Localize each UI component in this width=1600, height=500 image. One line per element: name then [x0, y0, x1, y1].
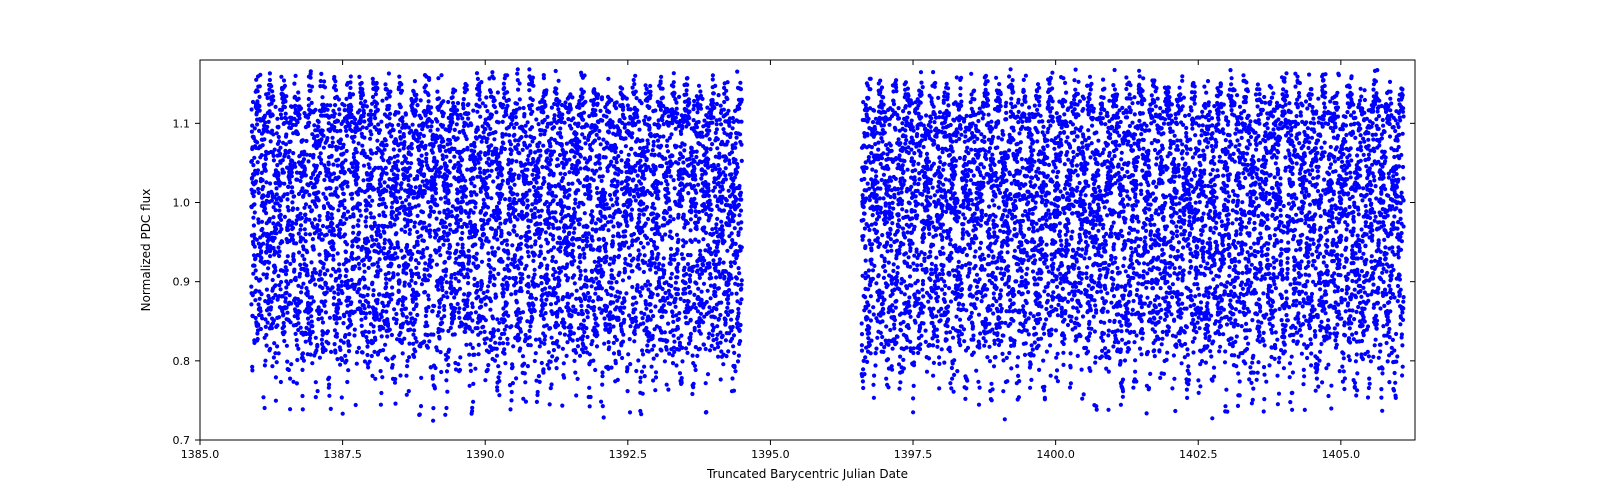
svg-text:1.1: 1.1 [173, 117, 191, 130]
svg-text:1405.0: 1405.0 [1322, 448, 1361, 461]
svg-text:1400.0: 1400.0 [1036, 448, 1075, 461]
svg-text:1392.5: 1392.5 [609, 448, 648, 461]
svg-text:1385.0: 1385.0 [181, 448, 220, 461]
chart-svg: 1385.0 1387.5 1390.0 1392.5 1395.0 1397.5 1400… [0, 0, 1600, 500]
light-curve-chart: 1385.0 1387.5 1390.0 1392.5 1395.0 1397.5 1400… [0, 0, 1600, 500]
svg-text:1.0: 1.0 [173, 197, 191, 210]
svg-text:0.8: 0.8 [173, 355, 191, 368]
y-axis-label: Normalized PDC flux [139, 189, 153, 312]
svg-text:1397.5: 1397.5 [894, 448, 933, 461]
svg-text:0.9: 0.9 [173, 276, 191, 289]
svg-text:1390.0: 1390.0 [466, 448, 505, 461]
svg-text:1387.5: 1387.5 [323, 448, 362, 461]
svg-text:0.7: 0.7 [173, 434, 191, 447]
svg-text:1402.5: 1402.5 [1179, 448, 1218, 461]
svg-text:1395.0: 1395.0 [751, 448, 790, 461]
x-axis-label: Truncated Barycentric Julian Date [706, 467, 908, 481]
